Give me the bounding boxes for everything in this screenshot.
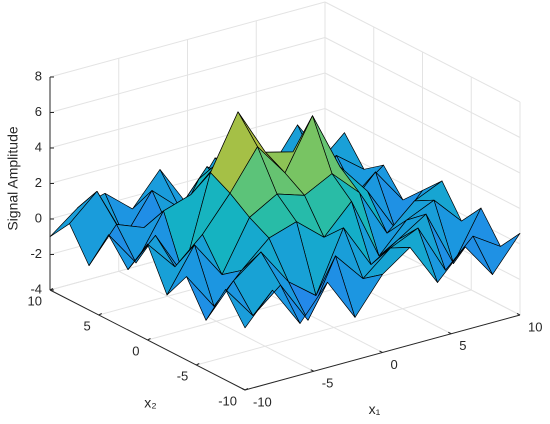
z-tick-label: -2: [30, 246, 42, 261]
tick-mark: [379, 350, 383, 353]
z-tick-label: 4: [35, 139, 42, 154]
z-tick-label: 0: [35, 210, 42, 225]
x-axis-label: x₁: [369, 401, 381, 417]
z-tick-label: 2: [35, 175, 42, 190]
z-axis-label: Signal Amplitude: [5, 126, 21, 231]
grid-line: [324, 1, 521, 103]
tick-mark: [516, 313, 521, 316]
surface-patch: [225, 289, 273, 329]
x-tick-label: -10: [253, 394, 272, 409]
grid-line: [49, 1, 326, 78]
y-tick-label: 5: [84, 318, 91, 333]
tick-mark: [196, 363, 200, 366]
grid-line: [324, 108, 521, 209]
tick-mark: [448, 331, 452, 335]
y-tick-label: 0: [132, 343, 139, 358]
tick-mark: [310, 369, 314, 372]
z-tick-label: 6: [35, 104, 42, 119]
z-tick-label: 8: [35, 68, 42, 83]
tick-mark: [147, 338, 151, 341]
surface: [49, 111, 521, 329]
y-tick-label: -5: [177, 368, 189, 383]
grid-line: [324, 37, 521, 138]
grid-line: [324, 72, 521, 174]
tick-mark: [98, 313, 102, 316]
tick-mark: [49, 288, 54, 291]
x-tick-label: 10: [528, 319, 542, 334]
y-tick-label: -10: [218, 393, 237, 408]
y-tick-label: 10: [28, 293, 42, 308]
labels: -4 -2 0 2 4 6 8 -10 -5 0 5 10 -10 -5 0 5 10 Signal Amplit…: [5, 68, 543, 417]
grid-line: [49, 108, 326, 184]
grid-line: [196, 289, 472, 366]
grid-line: [49, 37, 326, 113]
x-tick-label: 0: [391, 357, 398, 372]
tick-mark: [244, 388, 249, 391]
grid-line: [49, 72, 326, 149]
x-tick-label: 5: [459, 338, 466, 353]
y-axis-label: x₂: [144, 395, 156, 411]
x-tick-label: -5: [322, 376, 334, 391]
z-tick-label: -4: [30, 281, 42, 296]
tick-mark: [241, 388, 246, 391]
